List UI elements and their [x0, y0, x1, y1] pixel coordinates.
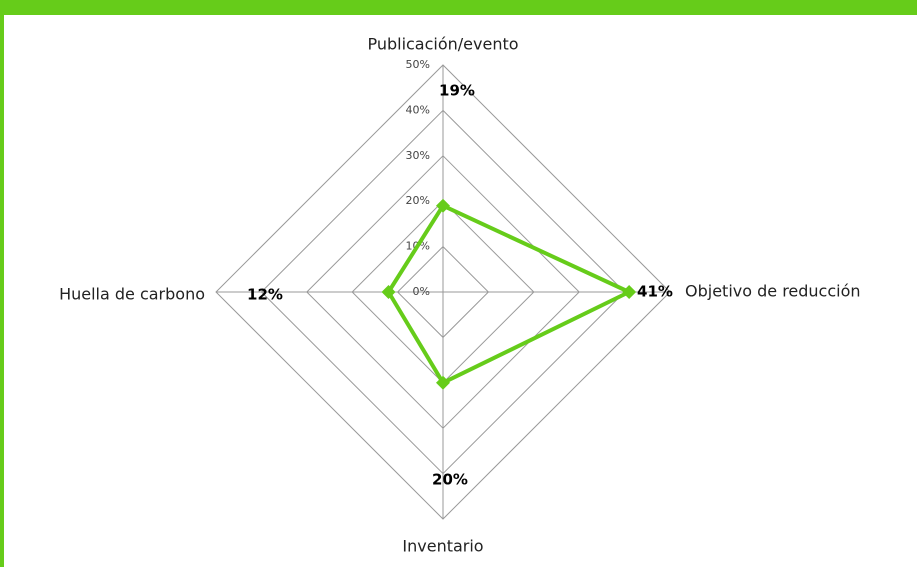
marker: [436, 375, 450, 390]
value-label: 20%: [432, 471, 468, 489]
value-label: 12%: [247, 286, 283, 304]
category-label: Inventario: [402, 537, 483, 556]
value-label: 41%: [637, 283, 673, 301]
frame-top: [0, 0, 917, 15]
frame-left: [0, 0, 4, 567]
category-label: Huella de carbono: [59, 285, 205, 304]
y-tick-label: 0%: [413, 285, 430, 298]
y-tick-label: 50%: [406, 58, 430, 71]
value-label: 19%: [439, 82, 475, 100]
y-tick-label: 40%: [406, 103, 430, 116]
category-label: Publicación/evento: [367, 35, 518, 54]
marker: [436, 198, 450, 213]
y-tick-label: 20%: [406, 194, 430, 207]
marker: [622, 285, 637, 299]
y-tick-label: 30%: [406, 149, 430, 162]
category-label: Objetivo de reducción: [685, 282, 861, 301]
marker: [381, 285, 396, 299]
